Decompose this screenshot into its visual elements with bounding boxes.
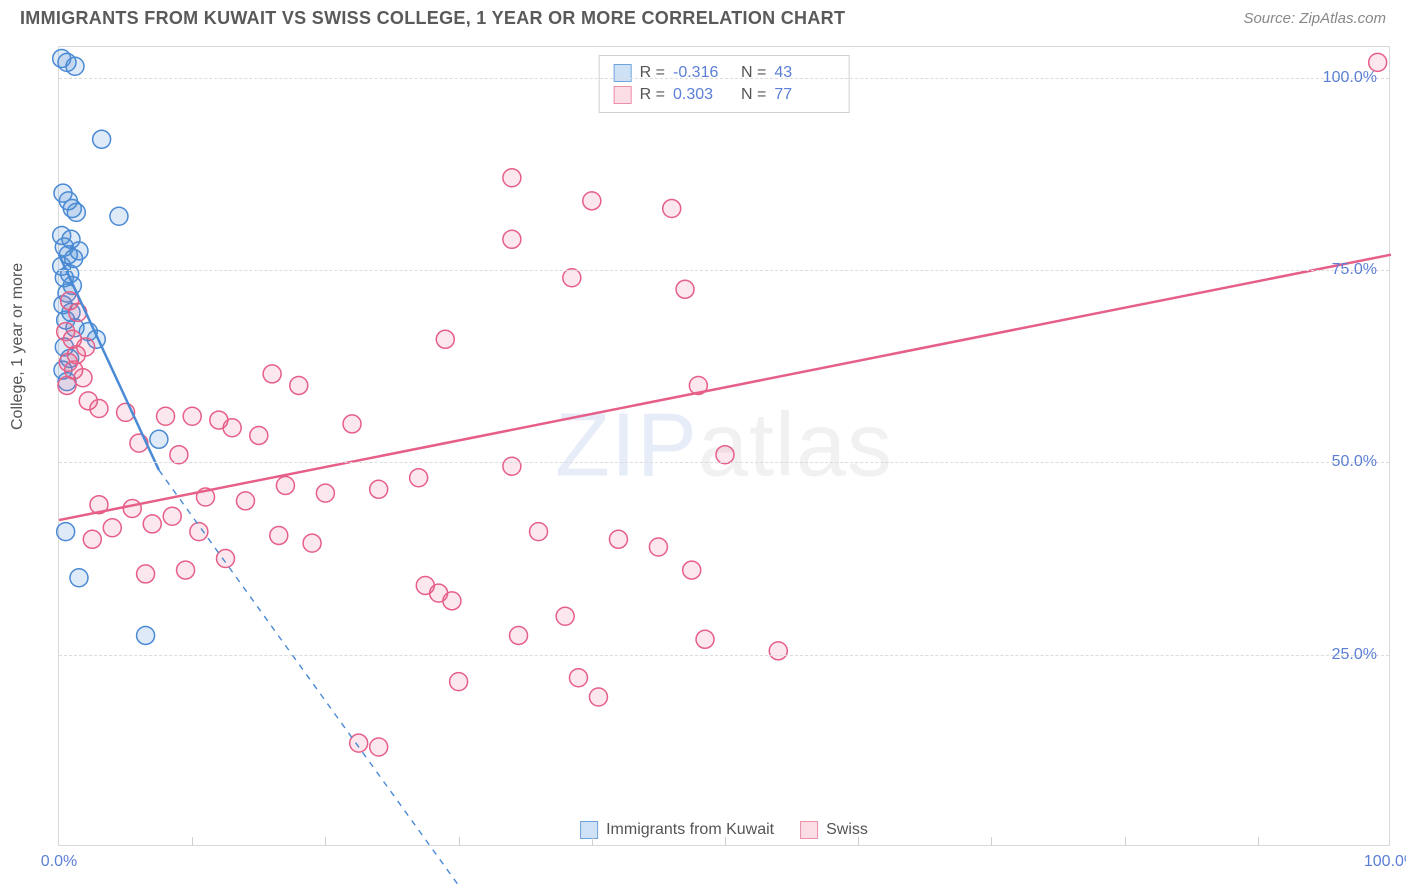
- x-minor-tick: [858, 837, 859, 845]
- legend-swatch-kuwait: [580, 821, 598, 839]
- x-tick-label: 100.0%: [1364, 853, 1406, 871]
- y-tick-label: 50.0%: [1332, 453, 1377, 471]
- legend-label-swiss: Swiss: [826, 821, 868, 839]
- legend-label-kuwait: Immigrants from Kuwait: [606, 821, 774, 839]
- legend-n-value-kuwait: 43: [774, 64, 834, 82]
- y-tick-label: 75.0%: [1332, 261, 1377, 279]
- x-tick-label: 0.0%: [41, 853, 77, 871]
- x-minor-tick: [325, 837, 326, 845]
- x-minor-tick: [1125, 837, 1126, 845]
- legend-swatch-kuwait: [614, 64, 632, 82]
- x-minor-tick: [725, 837, 726, 845]
- legend-r-label: R =: [640, 86, 665, 104]
- gridline: [59, 655, 1389, 656]
- legend-top-row: R = 0.303 N = 77: [614, 84, 835, 106]
- y-tick-label: 25.0%: [1332, 646, 1377, 664]
- gridline: [59, 78, 1389, 79]
- chart-area: ZIPatlas R = -0.316 N = 43 R = 0.303 N =…: [58, 46, 1390, 846]
- legend-swatch-swiss: [800, 821, 818, 839]
- legend-swatch-swiss: [614, 86, 632, 104]
- gridline: [59, 462, 1389, 463]
- legend-r-value-swiss: 0.303: [673, 86, 733, 104]
- legend-n-value-swiss: 77: [774, 86, 834, 104]
- chart-title: IMMIGRANTS FROM KUWAIT VS SWISS COLLEGE,…: [20, 8, 845, 29]
- gridline: [59, 270, 1389, 271]
- x-minor-tick: [991, 837, 992, 845]
- legend-r-label: R =: [640, 64, 665, 82]
- legend-n-label: N =: [741, 64, 766, 82]
- x-minor-tick: [592, 837, 593, 845]
- legend-top: R = -0.316 N = 43 R = 0.303 N = 77: [599, 55, 850, 113]
- x-minor-tick: [459, 837, 460, 845]
- y-axis-label: College, 1 year or more: [9, 263, 27, 430]
- x-minor-tick: [192, 837, 193, 845]
- legend-top-row: R = -0.316 N = 43: [614, 62, 835, 84]
- legend-r-value-kuwait: -0.316: [673, 64, 733, 82]
- legend-bottom: Immigrants from Kuwait Swiss: [580, 821, 868, 839]
- legend-bottom-item: Immigrants from Kuwait: [580, 821, 774, 839]
- y-tick-label: 100.0%: [1323, 69, 1377, 87]
- plot-svg: [59, 47, 1389, 845]
- x-minor-tick: [1258, 837, 1259, 845]
- legend-n-label: N =: [741, 86, 766, 104]
- source-label: Source: ZipAtlas.com: [1243, 10, 1386, 27]
